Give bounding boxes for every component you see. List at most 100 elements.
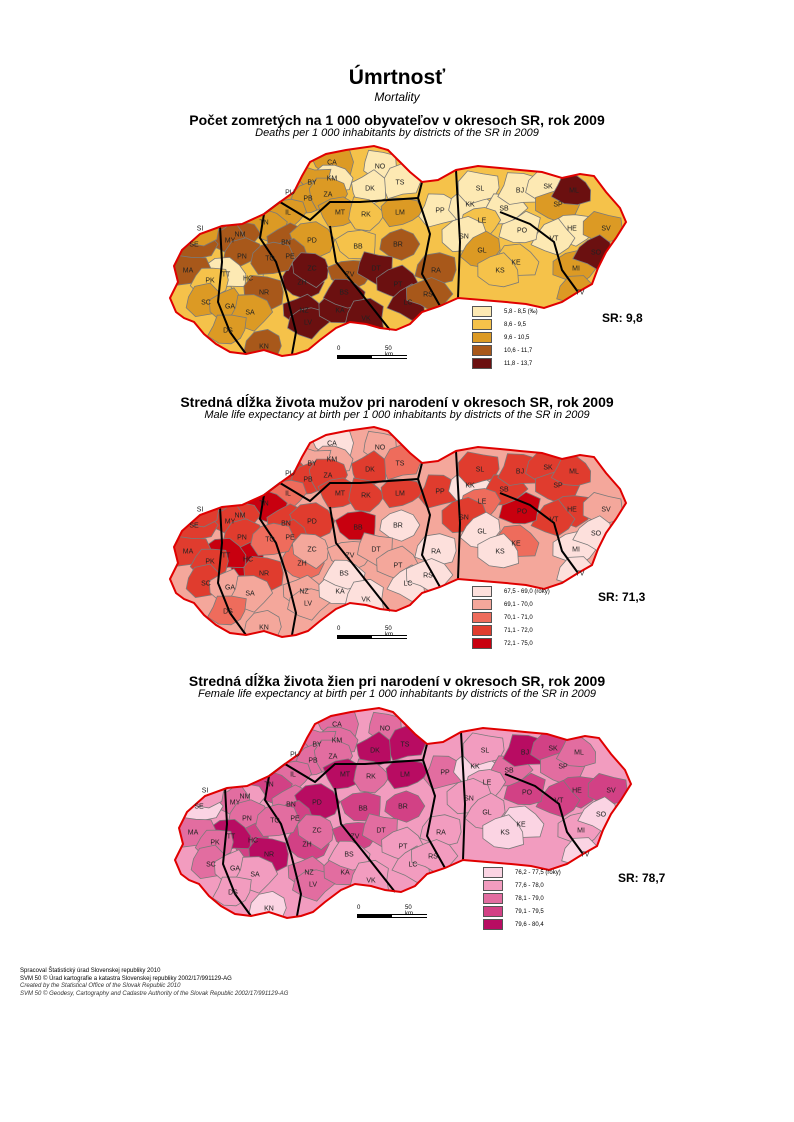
scale-label: 50 km bbox=[385, 626, 393, 638]
district-label-tn: TN bbox=[259, 220, 268, 227]
legend-label: 67,5 - 69,0 (roky) bbox=[504, 588, 550, 595]
district-label-ts: TS bbox=[401, 742, 410, 749]
district-label-mt: MT bbox=[340, 772, 351, 779]
legend-item: 9,6 - 10,5 bbox=[472, 331, 538, 344]
legend-item: 79,6 - 80,4 bbox=[483, 918, 561, 931]
district-label-ds: DS bbox=[223, 609, 233, 616]
district-label-bs: BS bbox=[344, 852, 354, 859]
page-title: Úmrtnosť bbox=[348, 66, 446, 89]
district-label-by: BY bbox=[307, 461, 317, 468]
district-label-pn: PN bbox=[242, 816, 252, 823]
district-ks bbox=[477, 533, 519, 569]
district-label-ca: CA bbox=[332, 722, 342, 729]
district-label-pu: PU bbox=[290, 752, 300, 759]
district-label-km: KM bbox=[327, 176, 338, 183]
district-label-ka: KA bbox=[335, 589, 345, 596]
district-label-sa: SA bbox=[245, 310, 255, 317]
district-po bbox=[498, 491, 541, 525]
district-label-le: LE bbox=[483, 780, 492, 787]
legend-swatch bbox=[472, 332, 492, 343]
region-border bbox=[258, 213, 298, 355]
district-label-km: KM bbox=[327, 457, 338, 464]
district-label-ma: MA bbox=[183, 268, 194, 275]
district-label-nz: NZ bbox=[304, 870, 314, 877]
district-label-my: MY bbox=[225, 238, 236, 245]
district-label-il: IL bbox=[285, 491, 291, 498]
scale-label: 50 km bbox=[405, 905, 413, 917]
district-label-to: TO bbox=[265, 537, 275, 544]
district-label-sn: SN bbox=[459, 234, 469, 241]
district-label-tt: TT bbox=[222, 272, 231, 279]
district-label-pn: PN bbox=[237, 535, 247, 542]
legend-label: 71,1 - 72,0 bbox=[504, 627, 533, 634]
district-label-ke: KE bbox=[511, 260, 521, 267]
region-border bbox=[334, 787, 396, 893]
district-label-dk: DK bbox=[370, 748, 380, 755]
district-label-zv: ZV bbox=[346, 272, 355, 279]
district-label-ml: ML bbox=[574, 750, 584, 757]
legend-label: 72,1 - 75,0 bbox=[504, 640, 533, 647]
district-label-so: SO bbox=[591, 531, 602, 538]
legend-swatch bbox=[472, 345, 492, 356]
legend-label: 10,6 - 11,7 bbox=[504, 347, 533, 354]
district-label-bj: BJ bbox=[516, 188, 524, 195]
district-label-sn: SN bbox=[464, 796, 474, 803]
district-label-zh: ZH bbox=[302, 842, 311, 849]
district-label-ts: TS bbox=[396, 461, 405, 468]
map-3: CA NO KM BY TS DK PU PB ZA MT RK LM IL TN BN PD PE ZH BB BR… bbox=[173, 706, 633, 920]
district-label-bb: BB bbox=[353, 525, 363, 532]
region-border bbox=[417, 197, 441, 307]
country-border bbox=[168, 425, 628, 639]
district-sl bbox=[457, 170, 500, 206]
district-label-so: SO bbox=[591, 250, 602, 257]
district-label-nr: NR bbox=[259, 571, 269, 578]
map-2: CA NO KM BY TS DK PU PB ZA MT RK LM IL TN BN PD PE ZH BB BR… bbox=[168, 425, 628, 639]
map-1-sr-value: SR: 9,8 bbox=[602, 311, 643, 325]
district-label-mi: MI bbox=[572, 547, 580, 554]
district-label-kn: KN bbox=[259, 625, 269, 632]
district-label-pu: PU bbox=[285, 471, 295, 478]
district-br bbox=[379, 509, 421, 542]
map-2-sr-value: SR: 71,3 bbox=[598, 590, 646, 604]
footer-line-4: SVM 50 © Geodesy, Cartography and Cadast… bbox=[20, 990, 289, 997]
region-border bbox=[216, 506, 247, 636]
district-label-si: SI bbox=[197, 507, 204, 514]
region-border bbox=[499, 211, 579, 293]
page-subtitle: Mortality bbox=[374, 90, 420, 104]
district-label-lm: LM bbox=[400, 772, 410, 779]
district-label-sc: SC bbox=[206, 862, 216, 869]
district-label-il: IL bbox=[290, 772, 296, 779]
district-label-gl: GL bbox=[477, 248, 486, 255]
district-ks bbox=[482, 814, 524, 850]
legend-item: 69,1 - 70,0 bbox=[472, 598, 550, 611]
region-border bbox=[417, 478, 441, 588]
district-sl bbox=[462, 732, 505, 768]
legend-swatch bbox=[483, 906, 503, 917]
district-label-se: SE bbox=[189, 523, 199, 530]
country-border bbox=[168, 144, 628, 358]
district-label-nr: NR bbox=[259, 290, 269, 297]
map-1-title: Počet zomretých na 1 000 obyvateľov v ok… bbox=[189, 112, 605, 128]
district-label-pn: PN bbox=[237, 254, 247, 261]
district-label-nz: NZ bbox=[299, 308, 309, 315]
district-label-bn: BN bbox=[286, 802, 296, 809]
district-label-gl: GL bbox=[482, 810, 491, 817]
district-label-nm: NM bbox=[240, 794, 251, 801]
district-label-ke: KE bbox=[511, 541, 521, 548]
district-po bbox=[503, 772, 546, 806]
district-label-il: IL bbox=[285, 210, 291, 217]
district-label-to: TO bbox=[265, 256, 275, 263]
legend-label: 11,8 - 13,7 bbox=[504, 360, 533, 367]
district-label-dt: DT bbox=[371, 547, 381, 554]
legend-swatch bbox=[472, 599, 492, 610]
district-label-sb: SB bbox=[504, 768, 514, 775]
district-label-zv: ZV bbox=[351, 834, 360, 841]
district-label-za: ZA bbox=[324, 473, 333, 480]
district-label-pt: PT bbox=[394, 563, 404, 570]
district-label-lc: LC bbox=[404, 300, 413, 307]
legend-label: 9,6 - 10,5 bbox=[504, 334, 530, 341]
district-label-si: SI bbox=[197, 226, 204, 233]
district-label-za: ZA bbox=[329, 754, 338, 761]
district-label-br: BR bbox=[393, 242, 403, 249]
district-label-si: SI bbox=[202, 788, 209, 795]
